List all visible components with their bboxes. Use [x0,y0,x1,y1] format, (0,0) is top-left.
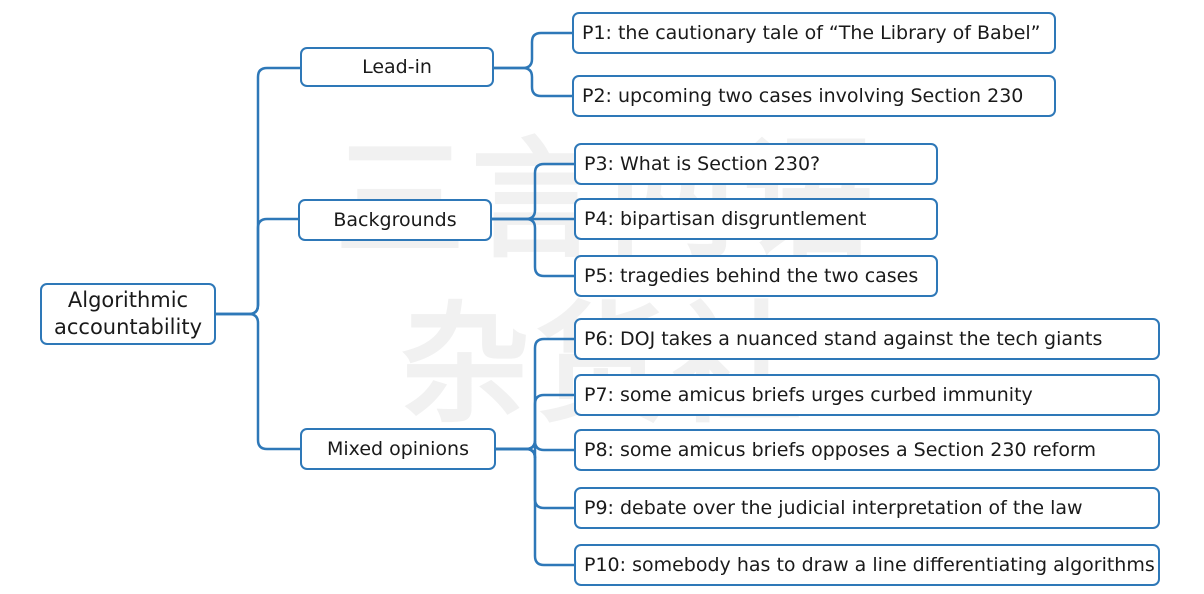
leaf-node-p9: P9: debate over the judicial interpretat… [574,487,1160,529]
leaf-node-p10: P10: somebody has to draw a line differe… [574,544,1160,586]
leaf-label: P9: debate over the judicial interpretat… [584,497,1083,519]
connector-lead-in-to-p1 [494,31,572,70]
leaf-label: P3: What is Section 230? [584,153,821,175]
branch-node-lead-in: Lead-in [300,47,494,87]
branch-label: Mixed opinions [327,438,469,460]
leaf-label: P8: some amicus briefs opposes a Section… [584,439,1096,461]
connector-lead-in-to-p2 [494,66,572,98]
connector-mixed-to-p7 [496,393,574,451]
connector-root-to-mixed-opinions [216,312,300,451]
branch-label: Lead-in [362,56,432,78]
leaf-label: P2: upcoming two cases involving Section… [582,85,1024,107]
leaf-label: P5: tragedies behind the two cases [584,265,919,287]
branch-label: Backgrounds [333,209,457,231]
leaf-node-p7: P7: some amicus briefs urges curbed immu… [574,374,1160,416]
leaf-node-p6: P6: DOJ takes a nuanced stand against th… [574,318,1160,360]
leaf-node-p1: P1: the cautionary tale of “The Library … [572,12,1056,54]
leaf-node-p5: P5: tragedies behind the two cases [574,255,938,297]
branch-node-backgrounds: Backgrounds [298,199,492,241]
leaf-node-p8: P8: some amicus briefs opposes a Section… [574,429,1160,471]
branch-node-mixed-opinions: Mixed opinions [300,428,496,470]
leaf-label: P7: some amicus briefs urges curbed immu… [584,384,1033,406]
leaf-label: P10: somebody has to draw a line differe… [584,554,1155,576]
connector-backgrounds-to-p3 [492,162,574,221]
leaf-node-p4: P4: bipartisan disgruntlement [574,198,938,240]
connector-backgrounds-to-p5 [492,217,574,278]
leaf-node-p3: P3: What is Section 230? [574,143,938,185]
root-line-2: accountability [53,315,203,339]
root-node-algorithmic-accountability: Algorithmic accountability [40,283,216,345]
connector-root-to-backgrounds [216,217,298,316]
leaf-label: P1: the cautionary tale of “The Library … [582,22,1041,44]
leaf-label: P6: DOJ takes a nuanced stand against th… [584,328,1103,350]
leaf-label: P4: bipartisan disgruntlement [584,208,867,230]
connector-mixed-to-p10 [496,447,574,567]
leaf-node-p2: P2: upcoming two cases involving Section… [572,75,1056,117]
root-line-1: Algorithmic [67,288,189,312]
